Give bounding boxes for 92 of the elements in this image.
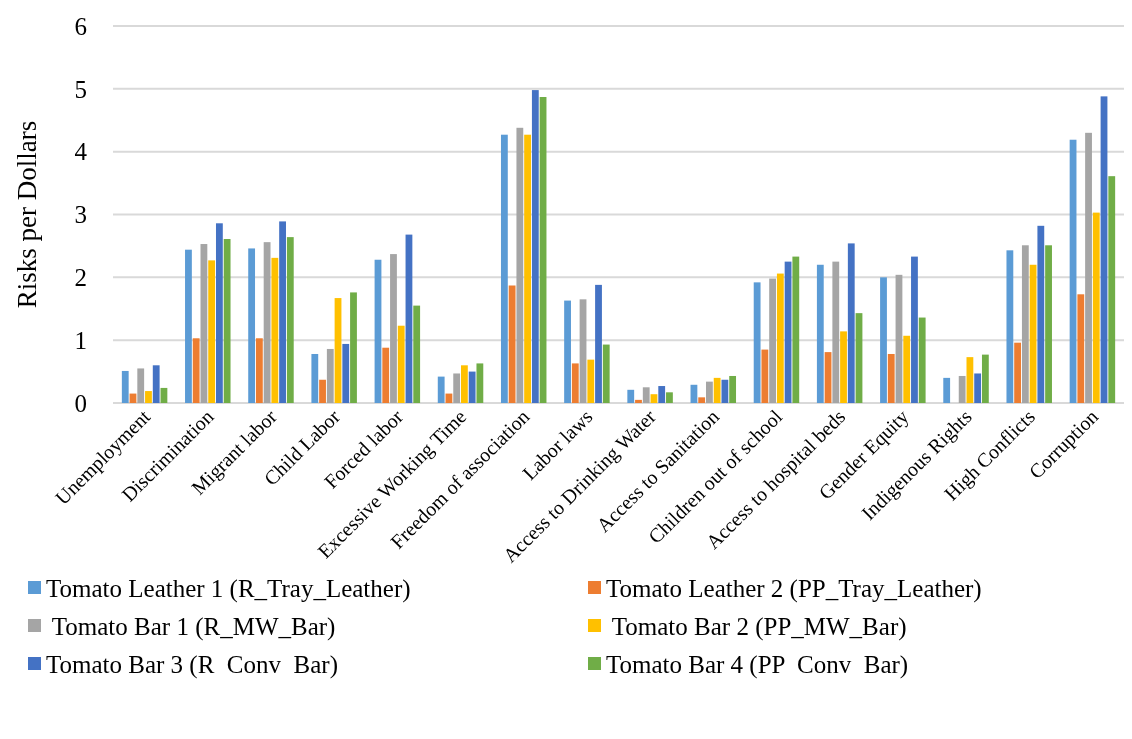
bar [185,249,192,403]
bar [508,285,516,403]
bar [413,305,421,403]
y-tick-label: 5 [74,75,87,103]
bar [500,134,508,403]
bar [627,389,635,403]
bar [397,325,405,403]
legend-label: Tomato Bar 1 (R_MW_Bar) [46,612,336,641]
bar [279,221,286,403]
bar [1037,225,1045,403]
bar [461,365,468,403]
bar [832,261,840,403]
bar [390,254,397,403]
bar [981,354,989,403]
bar [192,338,200,403]
bar [286,237,294,403]
bar [650,394,658,403]
bar [587,359,595,403]
bar [847,243,855,403]
bar [437,376,445,403]
bar [792,256,800,403]
legend-label: Tomato Bar 2 (PP_MW_Bar) [606,612,907,641]
bar [761,349,769,403]
y-tick-label: 6 [74,12,87,40]
bar [571,363,579,403]
bar [223,239,231,403]
legend-label: Tomato Leather 2 (PP_Tray_Leather) [606,574,982,603]
bar [635,399,642,403]
bar [966,357,974,403]
bar [840,331,847,403]
bar [1045,245,1052,403]
bar [1014,342,1022,403]
bar [342,343,350,403]
bar [208,260,216,403]
bar [943,377,951,403]
bar [753,282,761,403]
bar [1021,245,1029,403]
bar [602,344,610,403]
bar [903,335,911,403]
bar [382,347,390,403]
bar [1006,250,1014,403]
bar [658,386,666,403]
bar [263,242,271,403]
bar [215,223,223,403]
bar [255,338,263,403]
bar [769,278,776,403]
bar [152,365,160,403]
legend-label: Tomato Leather 1 (R_Tray_Leather) [46,574,411,603]
bar [911,256,918,403]
legend-label: Tomato Bar 3 (R Conv Bar) [46,650,338,679]
legend-label: Tomato Bar 4 (PP Conv Bar) [606,650,909,679]
bar [137,368,145,403]
bar [974,373,982,403]
bar [1085,132,1092,403]
bar [721,379,729,403]
bar [887,353,895,403]
y-tick-label: 0 [74,389,87,417]
bar [729,375,737,403]
y-tick-label: 1 [74,326,87,354]
bar [1092,212,1100,403]
bar [311,353,319,403]
bar [531,90,539,403]
bar [121,370,129,403]
bar [880,277,887,403]
bar [524,134,531,403]
bar [776,273,784,403]
bar [145,391,152,403]
bar [248,248,256,403]
bar [271,257,279,403]
bar [666,392,673,403]
y-tick-label: 3 [74,201,87,229]
bar [1077,294,1085,403]
bar [453,373,461,403]
bar [958,375,966,403]
bar [476,363,484,403]
bar [706,381,713,403]
y-axis-title: Risks per Dollars [12,120,42,309]
bar [918,317,926,403]
bar [713,377,721,403]
bar [319,379,326,403]
bar [1108,176,1116,403]
bar [516,127,524,403]
bar [468,371,476,403]
bar [642,387,650,403]
bar [698,397,706,403]
bar [564,300,571,403]
bar [595,284,602,403]
bar [326,348,334,403]
y-tick-label: 4 [74,138,88,166]
y-tick-label: 2 [74,264,87,292]
bar [350,292,357,403]
bar [816,264,824,403]
